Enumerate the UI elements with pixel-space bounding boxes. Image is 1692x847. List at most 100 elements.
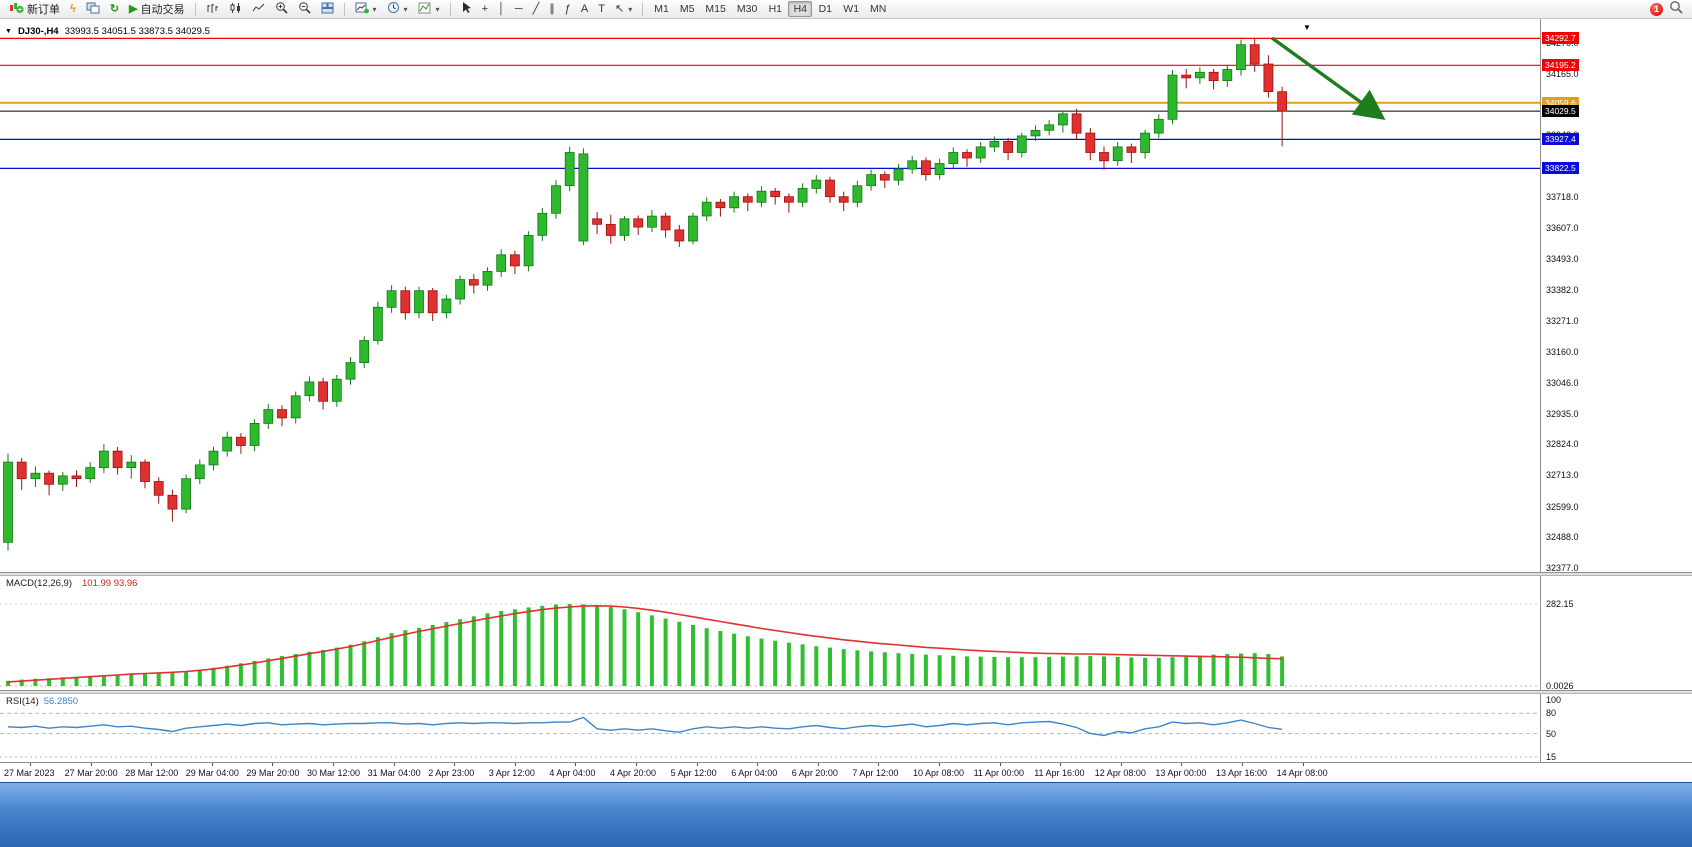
timeframe-m15-button[interactable]: M15 — [700, 1, 730, 17]
price-line-label[interactable]: 34292.7 — [1542, 32, 1579, 45]
new-order-button[interactable]: 新订单 — [5, 1, 64, 18]
chart-title-dropdown-icon[interactable]: ▼ — [5, 28, 12, 35]
macd-panel[interactable] — [0, 576, 1540, 690]
timeframe-w1-button[interactable]: W1 — [838, 1, 864, 17]
timeframe-d1-button[interactable]: D1 — [813, 1, 837, 17]
time-axis-label: 4 Apr 04:00 — [549, 768, 596, 778]
notification-badge[interactable]: 1 — [1650, 2, 1663, 16]
text-tool-button[interactable]: A — [577, 1, 592, 18]
time-axis-tick — [151, 763, 153, 766]
time-axis-label: 29 Mar 04:00 — [185, 768, 239, 778]
time-axis-label: 5 Apr 12:00 — [670, 768, 717, 778]
vertical-line-tool-button[interactable]: │ — [494, 1, 509, 18]
price-line-label[interactable]: 33927.4 — [1542, 133, 1579, 146]
cursor-tool-button[interactable] — [457, 1, 476, 18]
time-axis-tick — [1120, 763, 1122, 766]
time-axis-tick — [878, 763, 880, 766]
horizontal-line-tool-button[interactable]: ─ — [511, 1, 527, 18]
macd-axis-label: 0.0026 — [1546, 680, 1574, 691]
price-axis-label: 33607.0 — [1546, 222, 1579, 233]
price-axis[interactable]: 34276.034165.034054.033943.033832.033718… — [1540, 19, 1692, 782]
timeframe-m30-button[interactable]: M30 — [732, 1, 762, 17]
time-axis-label: 28 Mar 12:00 — [125, 768, 179, 778]
bolt-icon: ϟ — [70, 2, 76, 15]
timeframe-h1-button[interactable]: H1 — [763, 1, 787, 17]
channel-tool-button[interactable]: ∥ — [545, 1, 559, 18]
macd-name: MACD(12,26,9) — [6, 578, 72, 589]
zoom-out-button[interactable] — [294, 1, 315, 18]
time-axis-label: 29 Mar 20:00 — [246, 768, 300, 778]
zoom-out-icon — [298, 1, 311, 17]
toolbar-separator — [449, 2, 451, 16]
rsi-axis-label: 80 — [1546, 708, 1557, 719]
time-axis-label: 27 Mar 20:00 — [64, 768, 118, 778]
zoom-in-icon — [275, 1, 288, 17]
time-axis-tick — [514, 763, 516, 766]
auto-trading-icon: ▶ — [129, 2, 138, 15]
price-line-label[interactable]: 34195.2 — [1542, 59, 1579, 72]
time-axis-label: 3 Apr 12:00 — [488, 768, 535, 778]
arrow-tool-button[interactable]: ↖ ▾ — [611, 1, 636, 18]
crosshair-tool-button[interactable]: + — [478, 1, 492, 18]
time-axis-tick — [817, 763, 819, 766]
price-axis-label: 32713.0 — [1546, 470, 1579, 481]
macd-values: 101.99 93.96 — [82, 578, 138, 589]
bar-chart-button[interactable] — [202, 1, 223, 18]
zoom-in-button[interactable] — [271, 1, 292, 18]
macd-axis-label: 282.15 — [1546, 599, 1574, 609]
time-axis-label: 13 Apr 16:00 — [1216, 768, 1268, 778]
tile-windows-button[interactable] — [317, 1, 338, 18]
time-axis-label: 27 Mar 2023 — [4, 768, 55, 778]
timeframe-h4-button[interactable]: H4 — [788, 1, 813, 17]
time-axis-tick — [1302, 763, 1304, 766]
panel-separator[interactable] — [0, 690, 1692, 694]
time-axis-tick — [393, 763, 395, 766]
time-axis-label: 10 Apr 08:00 — [913, 768, 965, 778]
time-axis-tick — [1181, 763, 1183, 766]
time-axis-tick — [333, 763, 334, 766]
rsi-axis-label: 100 — [1546, 695, 1562, 705]
chart-windows-button[interactable] — [82, 1, 104, 18]
timeframe-m5-button[interactable]: M5 — [675, 1, 700, 17]
price-axis-label: 33160.0 — [1546, 346, 1579, 357]
time-axis[interactable]: 27 Mar 2023 27 Mar 20:00 28 Mar 12:00 29 Ma… — [0, 762, 1692, 782]
price-axis-label: 33493.0 — [1546, 254, 1579, 265]
time-axis-tick — [1242, 763, 1243, 766]
refresh-button[interactable]: ↻ — [106, 1, 123, 18]
fibonacci-tool-button[interactable]: ƒ — [561, 1, 575, 18]
chart-corner-marker-icon: ▼ — [1303, 23, 1311, 32]
dropdown-icon: ▾ — [628, 4, 633, 14]
rsi-label: RSI(14) 56.2850 — [6, 696, 78, 707]
rsi-panel[interactable] — [0, 694, 1540, 762]
price-line-label[interactable]: 34029.5 — [1542, 105, 1579, 118]
timeframe-mn-button[interactable]: MN — [865, 1, 891, 17]
price-axis-label: 33271.0 — [1546, 315, 1579, 326]
new-chart-button[interactable]: ▾ — [351, 1, 381, 18]
time-axis-label: 7 Apr 12:00 — [852, 768, 899, 778]
tile-windows-icon — [321, 2, 334, 17]
timeframe-m1-button[interactable]: M1 — [649, 1, 674, 17]
price-line-label[interactable]: 33822.5 — [1542, 162, 1579, 175]
line-chart-button[interactable] — [248, 1, 269, 18]
price-axis-label: 34165.0 — [1546, 68, 1579, 79]
profiles-button[interactable]: ▾ — [383, 1, 412, 18]
main-candlestick-chart[interactable] — [0, 24, 1540, 572]
new-chart-icon — [355, 2, 369, 17]
price-axis-label: 32377.0 — [1546, 562, 1579, 573]
trendline-tool-button[interactable]: ╱ — [529, 1, 544, 18]
clock-icon — [387, 1, 400, 17]
bolt-button[interactable]: ϟ — [66, 1, 80, 18]
label-tool-button[interactable]: T — [594, 1, 609, 18]
candlestick-chart-button[interactable] — [225, 1, 246, 18]
dropdown-icon: ▾ — [403, 4, 408, 14]
indicators-button[interactable]: ▾ — [414, 1, 444, 18]
trendline-icon: ╱ — [532, 2, 540, 15]
fibonacci-icon: ƒ — [564, 2, 571, 15]
search-icon[interactable] — [1669, 0, 1683, 19]
crosshair-icon: + — [481, 2, 488, 15]
panel-separator[interactable] — [0, 572, 1692, 576]
auto-trading-button[interactable]: ▶ 自动交易 — [125, 1, 188, 18]
desktop-strip — [0, 782, 1692, 847]
time-axis-tick — [1060, 763, 1062, 766]
chart-ohlc-values: 33993.5 34051.5 33873.5 34029.5 — [64, 26, 210, 37]
